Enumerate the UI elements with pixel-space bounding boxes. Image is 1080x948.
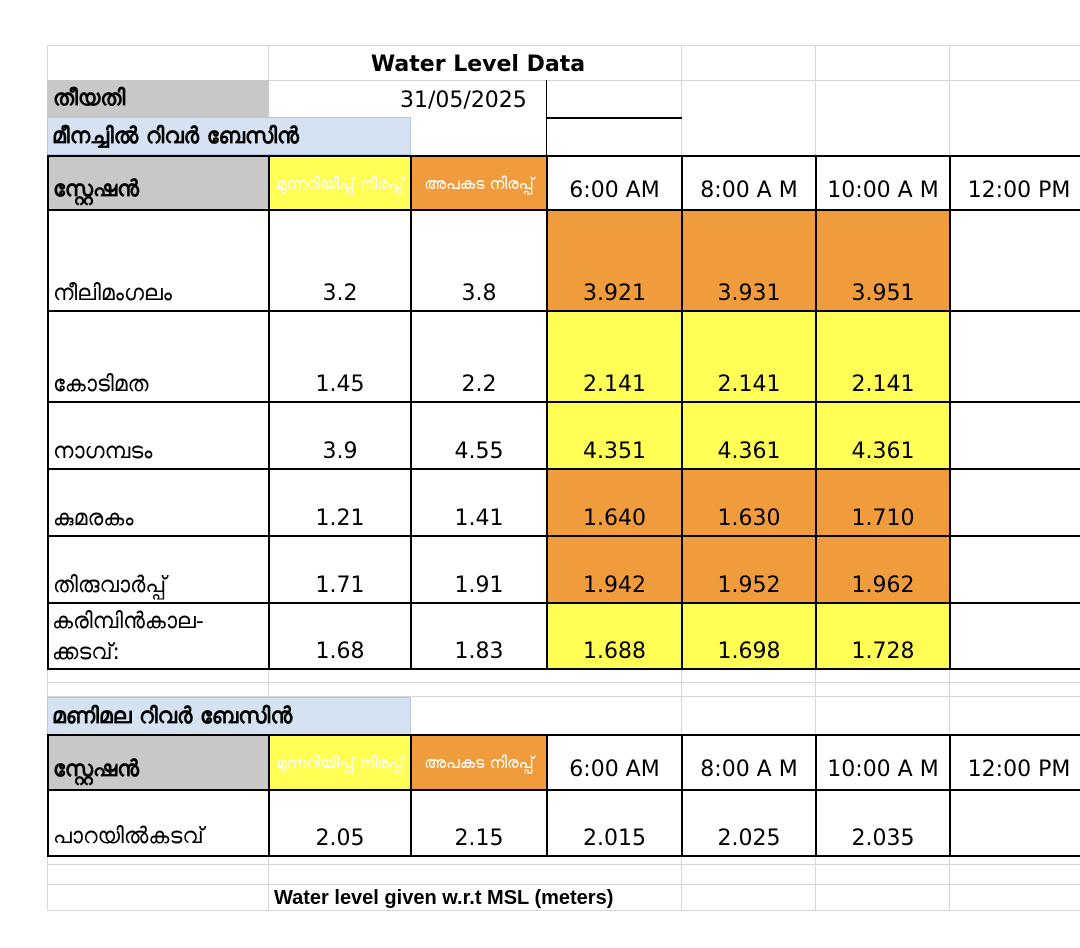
danger-level: 2.2 [410, 310, 548, 403]
time-header-8am: 8:00 A M [681, 734, 817, 791]
reading-8am: 2.141 [681, 310, 817, 403]
station-name-cont: ക്കടവ്: [52, 640, 120, 665]
reading-12pm [949, 789, 1080, 857]
reading-10am: 1.728 [815, 602, 951, 670]
basin-title-cell: മണിമല റിവർ ബേസിൻ [47, 697, 411, 735]
danger-level: 1.83 [410, 602, 548, 670]
time-header-10am: 10:00 A M [815, 734, 951, 791]
date-label: തീയതി [53, 86, 126, 111]
reading-12pm [949, 602, 1080, 670]
time-header-6am: 6:00 AM [546, 734, 683, 791]
time-header-12pm: 12:00 PM [949, 734, 1080, 791]
reading-8am: 3.931 [681, 209, 817, 312]
reading-6am: 1.942 [546, 535, 683, 604]
station-name: കരിമ്പിൻകാല- [52, 609, 204, 634]
reading-12pm [949, 209, 1080, 312]
basin-title: മണിമല റിവർ ബേസിൻ [52, 704, 293, 729]
danger-level: 2.15 [410, 789, 548, 857]
warning-level-header: മുന്നറിയിപ്പ് നിരപ്പ് [268, 734, 412, 791]
reading-8am: 4.361 [681, 401, 817, 470]
reading-10am: 2.141 [815, 310, 951, 403]
danger-level-header: അപകട നിരപ്പ് [410, 734, 548, 791]
reading-8am: 2.025 [681, 789, 817, 857]
station-header: സ്റ്റേഷൻ [53, 177, 139, 202]
basin-title-cell: മീനച്ചിൽ റിവർ ബേസിൻ [47, 117, 411, 155]
page-title: Water Level Data [370, 52, 586, 77]
reading-8am: 1.952 [681, 535, 817, 604]
danger-level: 3.8 [410, 209, 548, 312]
station-name: നാഗമ്പടം [47, 401, 270, 470]
reading-10am: 1.962 [815, 535, 951, 604]
station-header-cell: സ്റ്റേഷൻ [47, 734, 270, 791]
station-header-cell: സ്റ്റേഷൻ [47, 155, 270, 211]
reading-10am: 4.361 [815, 401, 951, 470]
danger-level: 4.55 [410, 401, 548, 470]
reading-12pm [949, 401, 1080, 470]
time-header-8am: 8:00 A M [681, 155, 817, 211]
date-label-cell: തീയതി [47, 80, 269, 117]
empty-box [546, 117, 682, 157]
danger-level: 1.91 [410, 535, 548, 604]
station-name: തിരുവാർപ്പ് [47, 535, 270, 604]
reading-6am: 4.351 [546, 401, 683, 470]
basin-title: മീനച്ചിൽ റിവർ ബേസിൻ [52, 124, 299, 149]
station-name: കുമരകം [47, 468, 270, 537]
danger-level: 1.41 [410, 468, 548, 537]
reading-12pm [949, 468, 1080, 537]
reading-8am: 1.630 [681, 468, 817, 537]
station-name: കോടിമത [47, 310, 270, 403]
station-name-cell: കരിമ്പിൻകാല- ക്കടവ്: [47, 602, 270, 670]
reading-10am: 3.951 [815, 209, 951, 312]
warning-level: 1.71 [268, 535, 412, 604]
reading-10am: 2.035 [815, 789, 951, 857]
reading-6am: 1.688 [546, 602, 683, 670]
reading-6am: 3.921 [546, 209, 683, 312]
reading-6am: 1.640 [546, 468, 683, 537]
date-value: 31/05/2025 [400, 88, 527, 113]
footnote: Water level given w.r.t MSL (meters) [274, 887, 614, 909]
warning-level: 1.45 [268, 310, 412, 403]
reading-6am: 2.141 [546, 310, 683, 403]
warning-level: 1.68 [268, 602, 412, 670]
station-header: സ്റ്റേഷൻ [53, 757, 139, 782]
warning-level: 3.9 [268, 401, 412, 470]
warning-level: 3.2 [268, 209, 412, 312]
danger-level-header: അപകട നിരപ്പ് [410, 155, 548, 211]
station-name: പാറയിൽകടവ് [47, 789, 270, 857]
reading-12pm [949, 535, 1080, 604]
station-name: നീലിമംഗലം [47, 209, 270, 312]
time-header-10am: 10:00 A M [815, 155, 951, 211]
warning-level: 1.21 [268, 468, 412, 537]
reading-12pm [949, 310, 1080, 403]
warning-level-header: മുന്നറിയിപ്പ് നിരപ്പ് [268, 155, 412, 211]
reading-10am: 1.710 [815, 468, 951, 537]
reading-6am: 2.015 [546, 789, 683, 857]
warning-level: 2.05 [268, 789, 412, 857]
time-header-12pm: 12:00 PM [949, 155, 1080, 211]
reading-8am: 1.698 [681, 602, 817, 670]
time-header-6am: 6:00 AM [546, 155, 683, 211]
